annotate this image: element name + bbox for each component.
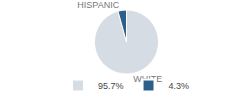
svg-text:95.7%: 95.7% bbox=[98, 81, 124, 91]
svg-text:HISPANIC: HISPANIC bbox=[77, 0, 119, 10]
svg-text:WHITE: WHITE bbox=[133, 73, 163, 84]
svg-text:4.3%: 4.3% bbox=[169, 81, 190, 91]
